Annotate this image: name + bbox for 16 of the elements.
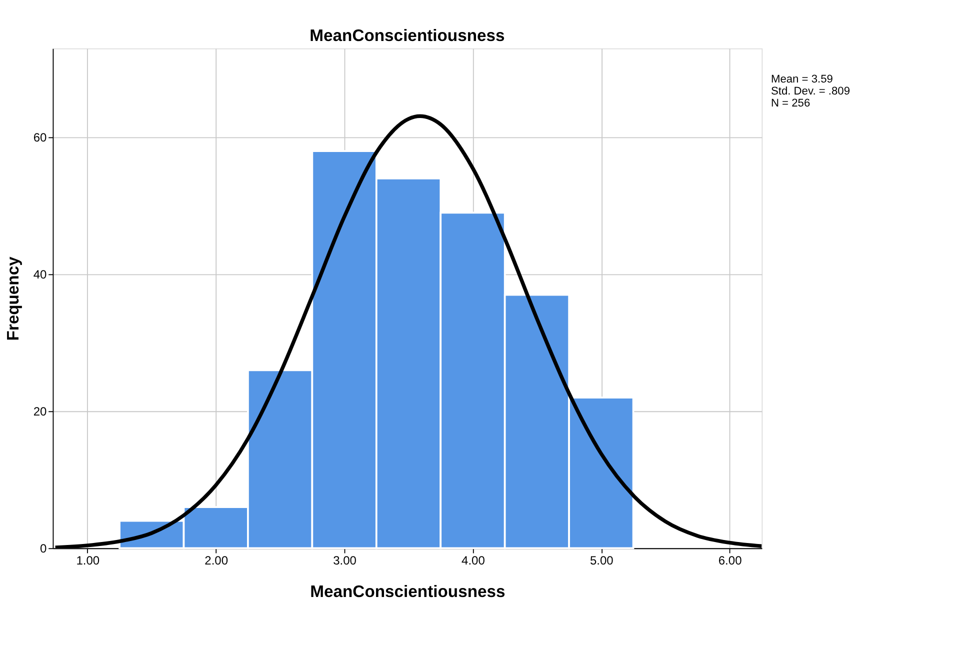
y-tick-label: 0 [40,541,48,556]
x-axis-title: MeanConscientiousness [310,582,506,601]
y-tick-label: 40 [33,267,48,282]
chart-title: MeanConscientiousness [310,26,505,45]
x-tick-label: 2.00 [204,553,228,568]
text: N = 256 [770,98,810,110]
text: Std. Dev. = .809 [770,86,850,98]
x-tick-label: 6.00 [718,553,742,568]
y-tick-label: 60 [33,130,48,145]
x-tick-label: 3.00 [333,553,357,568]
x-tick-label: 4.00 [462,553,486,568]
x-tick-label: 5.00 [590,553,614,568]
y-tick-label: 20 [33,404,48,418]
y-axis-title: Frequency [4,256,23,341]
text: Mean = 3.59 [770,74,833,86]
x-tick-label: 1.00 [76,553,100,568]
